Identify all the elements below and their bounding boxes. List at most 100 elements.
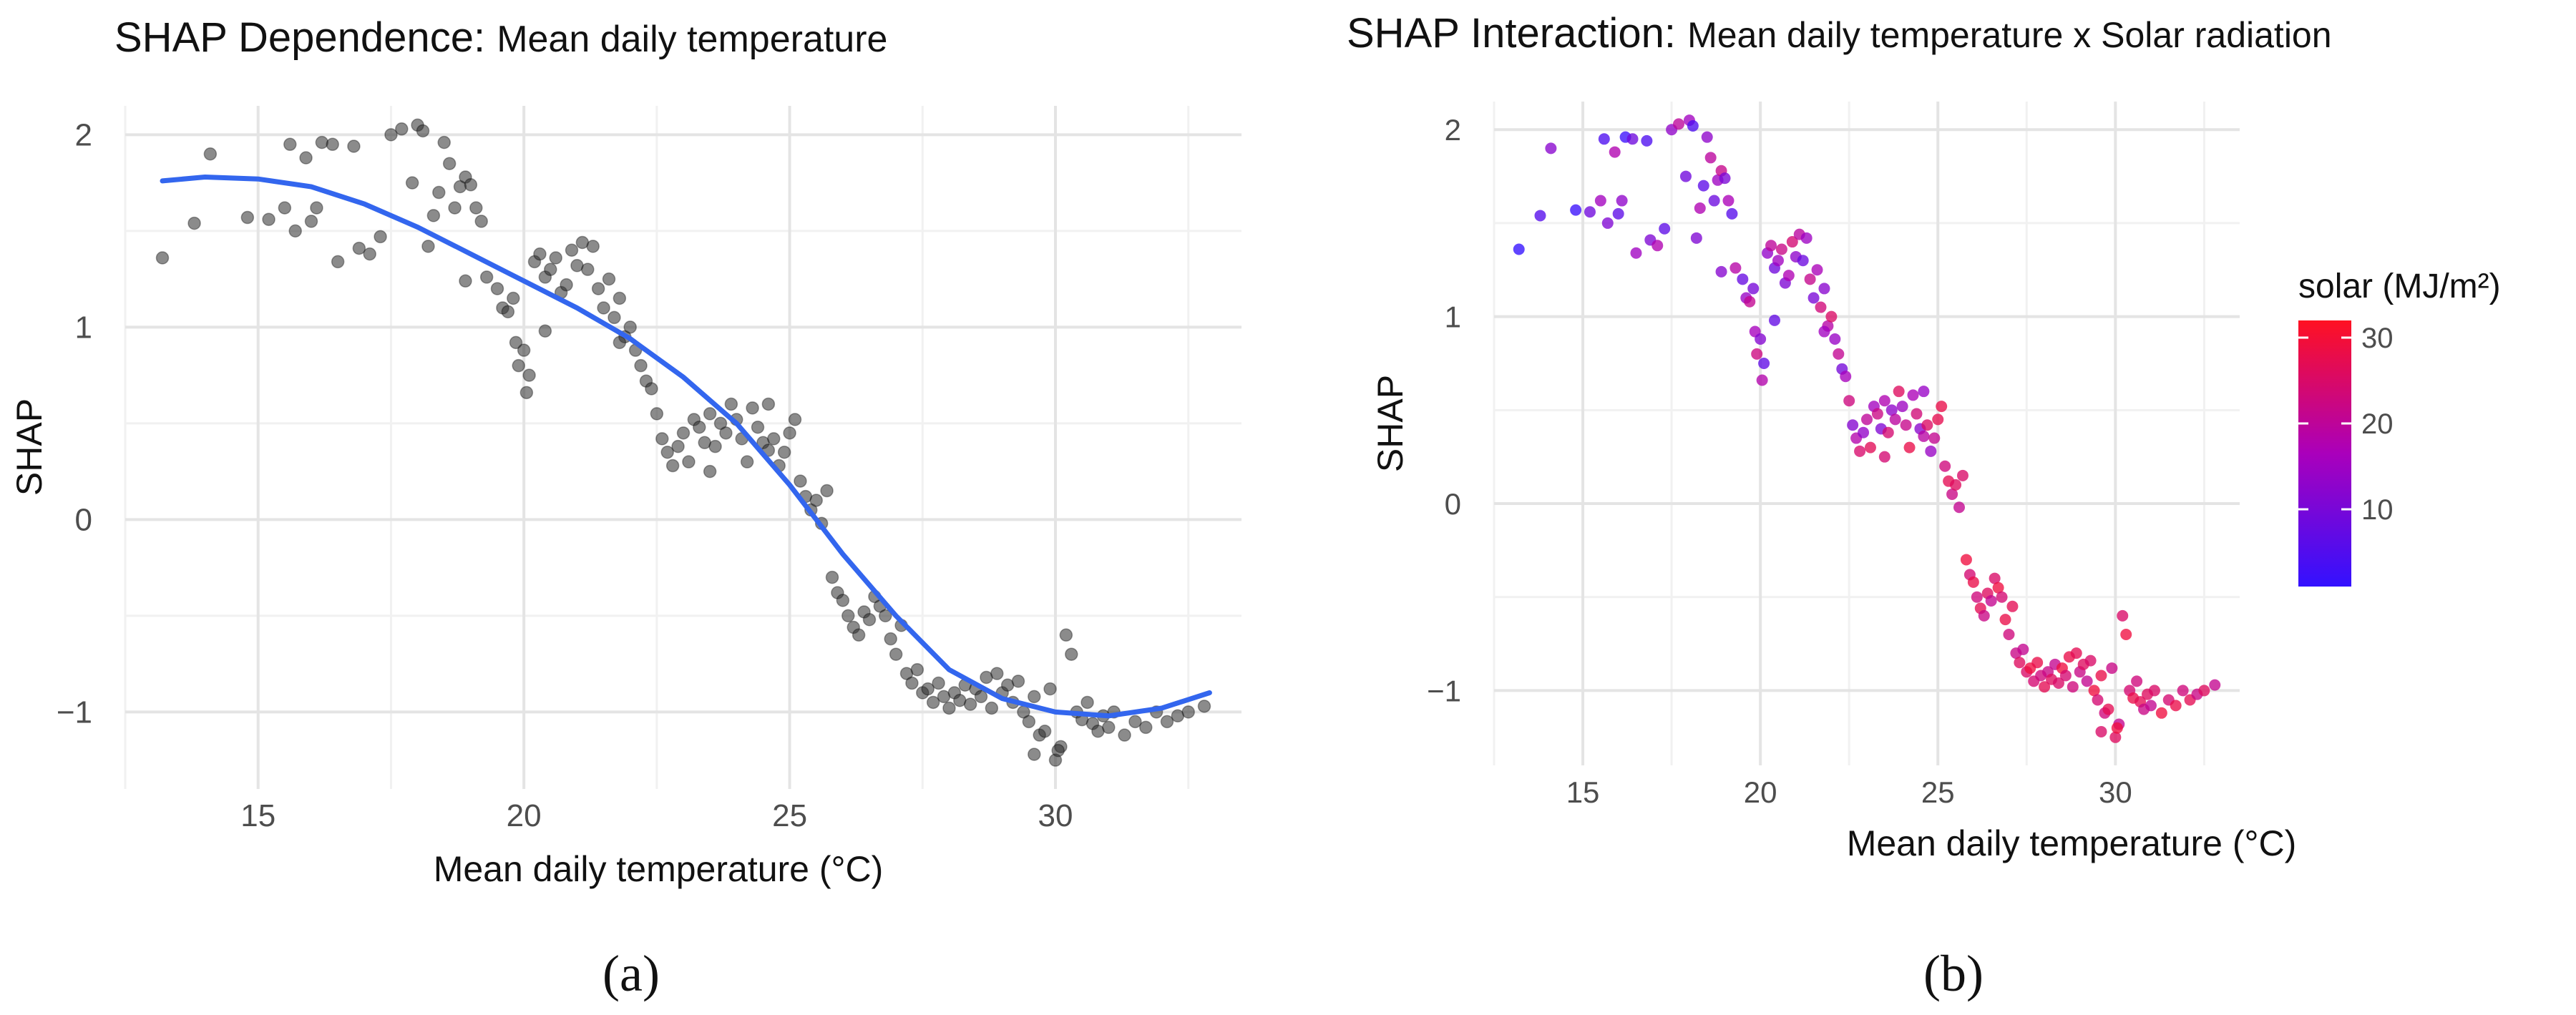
y-tick-label: −1 [1427,674,1461,707]
scatter-point [1847,419,1859,431]
scatter-point [777,445,791,459]
scatter-point [1694,202,1706,215]
scatter-point [1840,371,1852,383]
scatter-point [1118,728,1131,742]
legend-tick-label: 20 [2361,408,2394,440]
scatter-point [1772,255,1784,267]
panel-a-title: SHAP Dependence: Mean daily temperature [114,14,887,61]
scatter-point [1950,479,1962,491]
scatter-point [613,291,627,305]
scatter-point [363,247,376,261]
scatter-point [1080,695,1094,710]
scatter-point [1971,591,1983,603]
scatter-point [278,201,292,215]
scatter-point [794,474,807,488]
scatter-point [1921,419,1933,431]
scatter-point [2031,657,2044,669]
scatter-point [1797,255,1809,267]
scatter-point [1513,243,1525,255]
scatter-point [2106,662,2118,675]
scatter-point [448,201,462,215]
scatter-point [2170,700,2182,712]
scatter-point [1758,357,1770,369]
scatter-point [1932,413,1944,426]
scatter-point [1775,243,1787,255]
scatter-point [703,464,717,479]
scatter-point [1598,133,1610,145]
scatter-point [889,647,903,661]
scatter-point [2052,677,2064,689]
scatter-point [1918,430,1930,442]
scatter-point [374,230,387,244]
scatter-point [2177,685,2189,697]
scatter-point [985,701,999,715]
scatter-point [347,139,361,153]
panel-a-label: (a) [602,945,660,1002]
scatter-point [1719,172,1731,185]
scatter-point [708,439,722,453]
scatter-point [2111,722,2123,734]
scatter-point [155,251,170,265]
scatter-point [2039,681,2051,693]
scatter-point [1756,374,1768,386]
scatter-point [1755,333,1767,345]
scatter-point [942,701,956,715]
scatter-point [464,178,478,192]
x-tick-label: 25 [1921,775,1955,809]
y-tick-label: 2 [75,117,92,152]
scatter-point [1893,386,1905,398]
scatter-point [2102,703,2114,715]
scatter-point [1956,469,1968,481]
scatter-point [703,407,717,421]
scatter-point [905,676,919,690]
scatter-point [1011,675,1025,688]
scatter-point [304,215,318,228]
scatter-point [1652,240,1664,252]
scatter-point [395,122,409,136]
scatter-point [509,335,523,350]
scatter-point [187,216,201,230]
scatter-point [262,212,275,226]
x-tick-label: 15 [1566,775,1600,809]
scatter-point [2148,685,2160,697]
scatter-point [1744,295,1756,308]
scatter-point [1953,501,1966,514]
scatter-point [1128,715,1142,729]
scatter-point [623,320,637,334]
scatter-point [2109,731,2122,743]
panel-a-dependence-plot: SHAP Dependence: Mean daily temperature … [9,14,1241,1002]
scatter-point [1584,206,1596,218]
panel-b-grid [1493,102,2240,765]
scatter-point [932,676,945,690]
scatter-point [926,695,940,710]
scatter-point [533,247,547,261]
scatter-point [591,282,605,295]
scatter-point [1911,408,1923,420]
scatter-point [613,335,627,350]
scatter-point [746,401,759,415]
scatter-point [809,494,823,507]
panel-a-x-axis-label: Mean daily temperature (°C) [434,849,884,889]
scatter-point [2131,675,2143,687]
solar-legend-title: solar (MJ/m²) [2298,268,2501,305]
scatter-point [1626,133,1639,145]
scatter-point [761,397,776,411]
scatter-point [602,272,616,286]
scatter-point [1833,348,1845,360]
scatter-point [2092,694,2104,706]
scatter-point [1992,582,2004,594]
scatter-point [676,426,691,440]
scatter-point [645,382,658,396]
x-tick-label: 20 [1744,775,1777,809]
scatter-point [1815,301,1827,313]
scatter-point [2209,679,2221,691]
panel-b-title: SHAP Interaction: Mean daily temperature… [1347,10,2332,57]
scatter-point [820,484,834,498]
scatter-point [2095,725,2107,737]
scatter-point [1786,236,1798,248]
scatter-point [1996,591,2008,603]
scatter-point [713,416,728,431]
scatter-point [2198,685,2210,697]
scatter-point [719,426,733,440]
scatter-point [442,157,457,170]
